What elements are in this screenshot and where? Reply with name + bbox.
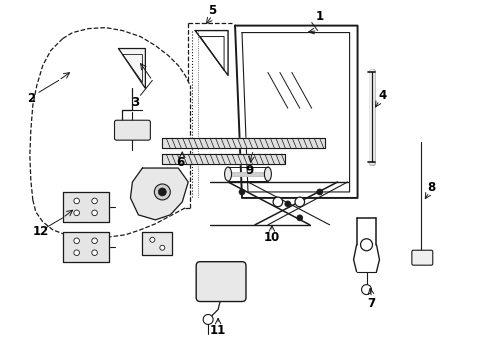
Text: 11: 11: [210, 324, 226, 337]
Text: 3: 3: [131, 96, 140, 109]
Circle shape: [295, 197, 305, 207]
Circle shape: [154, 184, 171, 200]
Text: 2: 2: [27, 92, 35, 105]
Polygon shape: [130, 168, 188, 220]
Circle shape: [92, 198, 98, 204]
Circle shape: [150, 237, 155, 242]
Circle shape: [158, 188, 166, 196]
Circle shape: [74, 198, 79, 204]
Circle shape: [239, 189, 245, 195]
Circle shape: [362, 285, 371, 294]
Polygon shape: [63, 192, 108, 222]
Ellipse shape: [265, 167, 271, 181]
Text: 1: 1: [316, 10, 324, 23]
Polygon shape: [143, 232, 172, 255]
Text: 4: 4: [378, 89, 387, 102]
FancyBboxPatch shape: [115, 120, 150, 140]
Circle shape: [285, 201, 291, 207]
Circle shape: [203, 315, 213, 324]
Polygon shape: [63, 232, 108, 262]
Circle shape: [273, 197, 283, 207]
Circle shape: [361, 239, 372, 251]
Polygon shape: [162, 138, 325, 148]
Ellipse shape: [224, 167, 232, 181]
Polygon shape: [119, 49, 146, 88]
Text: 5: 5: [208, 4, 216, 17]
Text: 12: 12: [33, 225, 49, 238]
Circle shape: [74, 210, 79, 216]
Circle shape: [297, 215, 303, 221]
Circle shape: [160, 245, 165, 250]
Text: 9: 9: [246, 163, 254, 176]
Circle shape: [74, 238, 79, 244]
Text: 7: 7: [368, 297, 375, 310]
Circle shape: [317, 189, 323, 195]
Circle shape: [92, 210, 98, 216]
Circle shape: [74, 250, 79, 256]
Polygon shape: [162, 154, 285, 164]
Text: 10: 10: [264, 231, 280, 244]
Text: 8: 8: [427, 181, 436, 194]
FancyBboxPatch shape: [196, 262, 246, 302]
Circle shape: [92, 238, 98, 244]
Text: 6: 6: [176, 156, 184, 168]
Circle shape: [92, 250, 98, 256]
FancyBboxPatch shape: [412, 250, 433, 265]
